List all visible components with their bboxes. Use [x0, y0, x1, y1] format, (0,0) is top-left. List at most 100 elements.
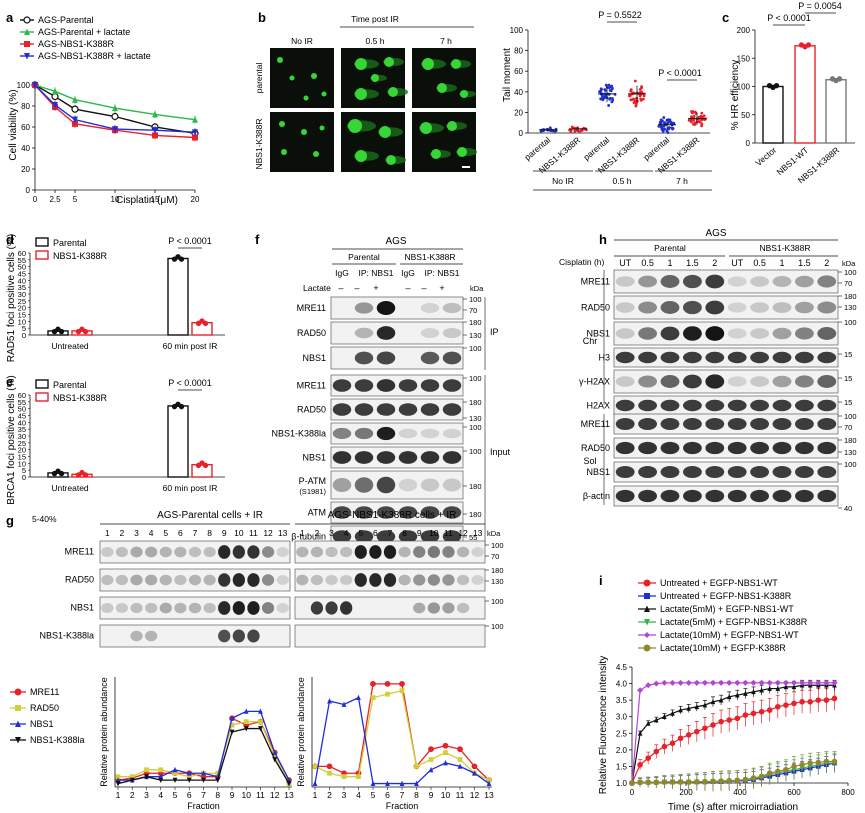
panel-i-point	[677, 779, 684, 785]
panel-i-point	[758, 708, 765, 715]
panel-a-xlabel: Cisplatin (μM)	[116, 195, 178, 206]
panel-d-ytick-label: 15	[18, 311, 26, 320]
panel-b-header: Time post IR	[351, 14, 399, 24]
panel-g-legend-marker	[15, 705, 21, 711]
panel-b-point	[638, 87, 642, 91]
panel-b-point	[690, 115, 694, 119]
panel-f-ip-row-label: NBS1	[302, 353, 326, 363]
panel-a-point	[52, 87, 58, 95]
panel-g-left-xtick-label: 11	[256, 790, 265, 800]
panel-g-left-title: AGS-Parental cells + IR	[157, 510, 263, 521]
panel-i-xlabel: Time (s) after microirradiation	[668, 802, 798, 813]
panel-i-point	[661, 679, 668, 686]
panel-i-point	[702, 778, 708, 785]
panel-b-point	[608, 97, 612, 101]
panel-letter-e: e	[6, 374, 13, 389]
panel-a-point	[152, 132, 158, 139]
panel-f-input-blot-band	[354, 530, 374, 543]
panel-f-ip-blot-band	[376, 300, 396, 316]
panel-b-comet-head	[422, 58, 434, 70]
panel-h-sol-blot-band	[615, 489, 635, 503]
panel-b-point	[698, 120, 702, 124]
panel-b-comet-head	[321, 91, 327, 97]
panel-c-bar	[825, 79, 847, 144]
panel-h-sol-blot-band	[750, 466, 770, 478]
panel-f-input-blot-band	[420, 379, 440, 392]
panel-b-comet-head	[289, 75, 295, 81]
panel-g-right-blot-band	[413, 574, 426, 586]
panel-g-right-xtick-label: 1	[313, 790, 318, 800]
panel-b-comet-head	[348, 119, 362, 133]
panel-g-right-blot-band	[442, 574, 455, 586]
panel-i-point	[766, 770, 773, 776]
panel-i-point	[742, 712, 749, 718]
panel-i-xtick-label: 0	[630, 788, 635, 797]
panel-g-left-blot-band	[145, 546, 158, 558]
panel-g-right-blot-band	[471, 575, 484, 585]
panel-b-point	[600, 96, 604, 100]
panel-g-right-point	[356, 774, 361, 780]
panel-g-left-blot-band	[276, 603, 289, 613]
panel-g-left-blot-band	[174, 602, 187, 614]
panel-f-input-blot-band	[442, 478, 462, 492]
panel-b-point	[638, 94, 642, 98]
panel-h-chr-blot-band	[615, 376, 635, 387]
panel-g-fraction-label: 2	[120, 528, 125, 538]
panel-b-point	[632, 97, 636, 101]
panel-i-ytick-label: 4.0	[616, 680, 628, 689]
panel-d-ytick-label: 50	[18, 263, 26, 272]
panel-g-left-point	[229, 715, 235, 721]
panel-g-left-point	[272, 749, 278, 756]
panel-g-left-xtick-label: 12	[270, 790, 280, 800]
panel-h-chr-blot-band	[772, 375, 792, 388]
panel-d-xtick-label: 60 min post IR	[163, 341, 218, 351]
panel-h-sol-blot-band	[638, 418, 658, 430]
panel-g-left-blot-band	[247, 601, 260, 615]
panel-f-input-blot-band	[376, 451, 396, 464]
panel-h-sol-blot-band	[638, 466, 658, 478]
panel-a-legend-label: AGS-NBS1-K388R	[38, 39, 115, 49]
panel-i-point	[637, 687, 644, 694]
panel-g-right-point	[428, 757, 434, 762]
panel-letter-f: f	[255, 232, 260, 247]
panel-g-fraction-label: 7	[388, 528, 393, 538]
panel-h-sol-label: Sol	[583, 456, 596, 466]
panel-g-left-xtick-label: 8	[215, 790, 220, 800]
panel-g-right-blot-band	[296, 546, 309, 558]
panel-g-right-point	[327, 770, 332, 776]
panel-g-right-blot-band	[442, 546, 455, 558]
panel-i-point	[815, 679, 822, 686]
panel-h-chr-blot-band	[638, 275, 658, 288]
panel-i-point	[726, 694, 732, 700]
panel-b-point	[659, 125, 663, 129]
panel-b-point	[607, 104, 611, 107]
panel-g-row-label: MRE11	[65, 547, 94, 557]
panel-f-input-blot-band	[442, 379, 462, 392]
panel-f-marker: 100	[469, 423, 482, 432]
panel-g-left-xtick-label: 13	[284, 790, 294, 800]
panel-f-group-k388r: NBS1-K388R	[404, 252, 455, 262]
panel-g-right-point	[370, 780, 376, 786]
panel-b-ylabel: Tail moment	[502, 48, 513, 102]
panel-g-right-point	[442, 742, 449, 749]
panel-f-input-blot-band	[376, 403, 396, 416]
panel-g-left-blot-band	[247, 629, 260, 643]
panel-h-chr-blot-band	[772, 327, 792, 340]
panel-i-point	[815, 759, 822, 766]
panel-i-point	[718, 778, 724, 784]
panel-b-point	[640, 90, 644, 94]
panel-g-right-blot-band	[325, 546, 338, 558]
panel-b-point	[701, 115, 704, 119]
panel-e-point	[82, 472, 89, 478]
panel-f-input-row-label: RAD50	[297, 405, 326, 415]
panel-letter-i: i	[599, 573, 603, 588]
panel-f-marker: 180	[469, 318, 482, 327]
panel-g-right-point	[443, 750, 448, 756]
panel-g-right-xtick-label: 5	[371, 790, 376, 800]
panel-i-point	[718, 718, 724, 725]
panel-g-left-blot-band	[218, 545, 231, 559]
panel-a-point	[52, 101, 58, 109]
panel-a-ytick-label: 80	[21, 102, 30, 111]
panel-g-right-blot-band	[354, 573, 367, 587]
panel-a-series-line	[34, 84, 196, 139]
